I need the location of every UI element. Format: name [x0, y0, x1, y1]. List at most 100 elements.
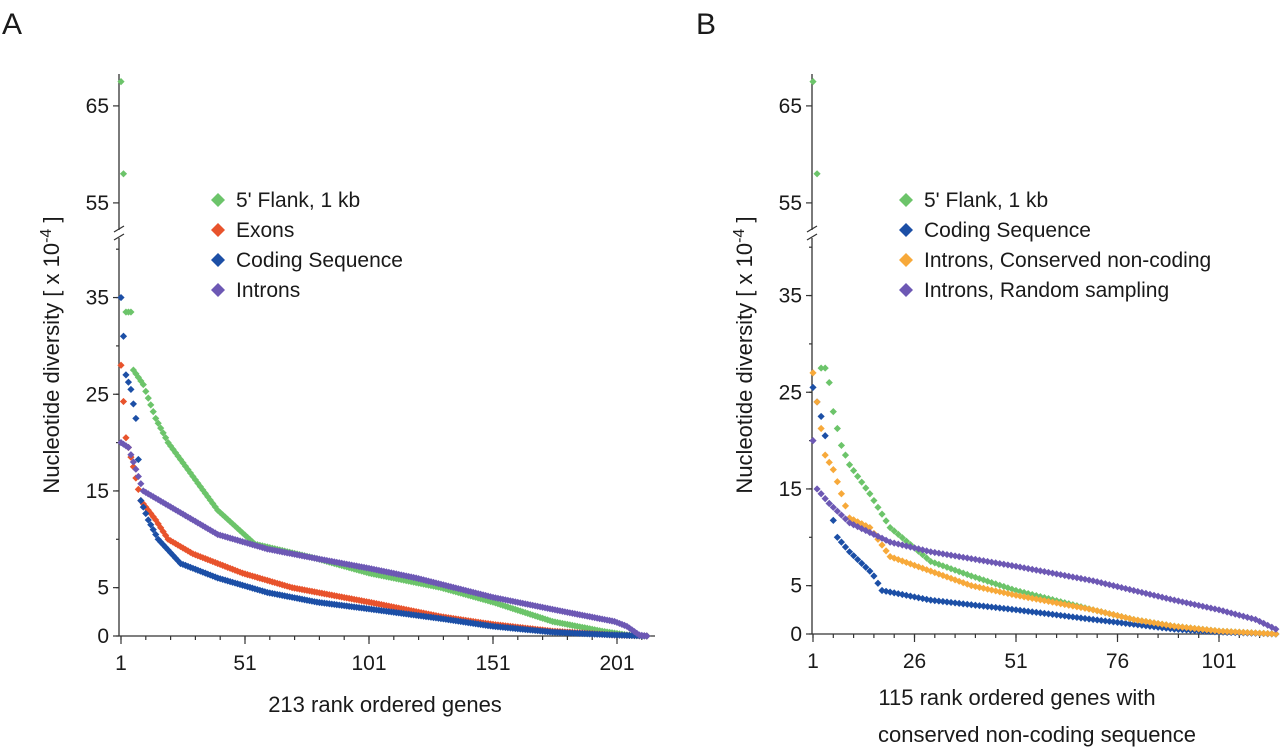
- legend-label: Introns: [236, 279, 300, 302]
- data-point: [882, 536, 890, 544]
- data-point: [902, 537, 910, 545]
- data-point: [147, 521, 155, 529]
- data-point: [850, 521, 858, 529]
- data-point: [850, 466, 858, 475]
- data-point: [837, 538, 846, 546]
- data-point: [169, 538, 177, 546]
- data-point: [943, 598, 951, 606]
- data-point: [236, 526, 244, 535]
- data-point: [179, 544, 187, 552]
- legend-label: Exons: [236, 219, 294, 242]
- data-point: [988, 603, 996, 611]
- data-point: [939, 562, 947, 570]
- data-point: [1264, 621, 1272, 629]
- data-point: [1195, 625, 1203, 633]
- y-tick-label: 15: [779, 478, 802, 501]
- panel-a-x-axis-title: 213 rank ordered genes: [268, 692, 502, 717]
- data-point: [1113, 612, 1122, 620]
- y-tick-label: 15: [86, 480, 109, 503]
- panel-a-y-axis-title-exponent: -4: [38, 229, 55, 243]
- data-point: [142, 509, 150, 518]
- data-point: [1174, 623, 1182, 631]
- data-point: [1272, 625, 1280, 633]
- data-point: [951, 552, 959, 560]
- data-point: [122, 434, 130, 442]
- data-point: [1130, 620, 1138, 628]
- data-point: [914, 594, 923, 602]
- data-point: [1077, 603, 1085, 612]
- data-point: [870, 530, 878, 538]
- data-point: [1044, 610, 1053, 618]
- data-point: [955, 568, 963, 576]
- data-point: [939, 550, 947, 558]
- legend-label: 5' Flank, 1 kb: [236, 189, 360, 212]
- legend-marker: [211, 283, 225, 297]
- data-point: [809, 78, 817, 86]
- data-point: [955, 599, 963, 607]
- data-point: [923, 554, 931, 562]
- data-point: [129, 458, 137, 466]
- data-point: [1182, 623, 1191, 632]
- data-point: [152, 530, 160, 539]
- data-point: [931, 548, 939, 557]
- data-point: [157, 497, 165, 505]
- data-point: [813, 485, 821, 493]
- y-tick-label: 0: [790, 623, 802, 646]
- data-point: [809, 369, 817, 377]
- data-point: [866, 567, 874, 575]
- data-point: [137, 497, 145, 505]
- data-point: [845, 461, 854, 469]
- data-point: [910, 593, 919, 601]
- data-point: [898, 590, 906, 599]
- panel-b-y-axis-title-end: ]: [732, 216, 757, 228]
- data-point: [224, 515, 232, 523]
- data-point: [127, 385, 135, 394]
- data-point: [127, 451, 135, 459]
- data-point: [1203, 626, 1211, 634]
- data-point: [174, 541, 182, 549]
- data-point: [829, 516, 837, 524]
- legend-label: 5' Flank, 1 kb: [924, 189, 1048, 212]
- data-point: [132, 414, 140, 423]
- data-point: [184, 547, 192, 555]
- data-point: [870, 572, 878, 580]
- data-point: [878, 541, 886, 549]
- data-point: [833, 478, 841, 486]
- data-point: [157, 538, 165, 546]
- data-point: [169, 445, 177, 453]
- data-point: [186, 469, 195, 477]
- data-point: [971, 555, 979, 564]
- data-point: [841, 543, 850, 551]
- data-point: [144, 394, 152, 402]
- x-tick-label: 151: [475, 652, 510, 675]
- data-point: [923, 595, 931, 603]
- data-point: [821, 451, 829, 459]
- data-point: [1260, 629, 1268, 637]
- data-point: [122, 371, 130, 379]
- panel-b-y-axis-title-exponent: -4: [731, 229, 748, 243]
- panel-a-y-axis-title-main: Nucleotide diversity [ x 10: [39, 243, 64, 494]
- data-point: [144, 516, 152, 524]
- data-point: [1081, 604, 1089, 612]
- data-point: [947, 551, 955, 559]
- data-point: [971, 601, 979, 609]
- y-tick-label: 5: [790, 575, 802, 598]
- data-point: [124, 378, 133, 386]
- data-point: [137, 377, 145, 385]
- y-tick-label: 0: [97, 625, 109, 648]
- data-point: [174, 557, 182, 565]
- panel-a-y-axis-title-end: ]: [39, 216, 64, 228]
- y-tick-label: 65: [779, 95, 802, 118]
- data-point: [1178, 623, 1187, 631]
- data-point: [935, 570, 943, 578]
- data-point: [939, 571, 947, 580]
- data-point: [119, 170, 128, 178]
- data-point: [1004, 584, 1012, 592]
- data-point: [890, 539, 898, 547]
- data-point: [894, 530, 902, 538]
- data-point: [959, 579, 967, 587]
- data-point: [841, 502, 850, 510]
- data-point: [1268, 623, 1276, 631]
- data-point: [117, 293, 125, 302]
